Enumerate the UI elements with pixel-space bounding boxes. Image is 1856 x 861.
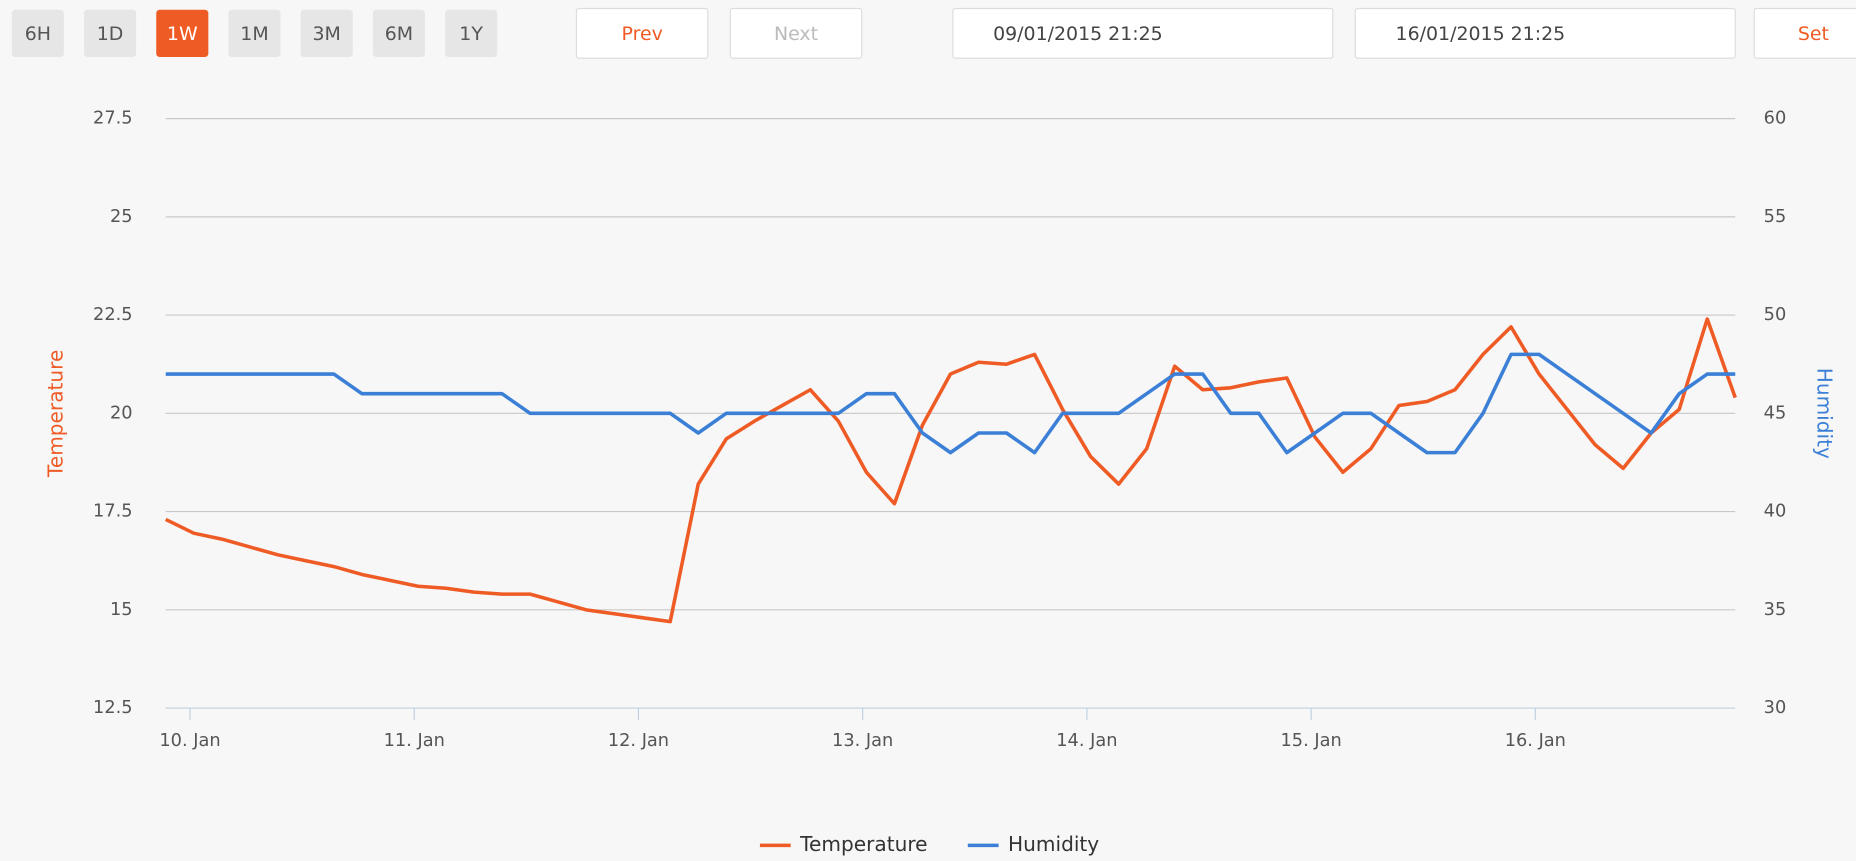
next-button-label[interactable]: Next bbox=[774, 23, 818, 45]
prev-button-label[interactable]: Prev bbox=[622, 23, 663, 45]
to-date[interactable] bbox=[1354, 7, 1736, 59]
series-line bbox=[165, 352, 1736, 455]
x-tick-label: 14. Jan bbox=[1056, 731, 1117, 751]
range-button[interactable] bbox=[445, 9, 498, 58]
x-tick-label: 11. Jan bbox=[384, 731, 445, 751]
y2-tick-label: 40 bbox=[1764, 502, 1787, 522]
y-tick-label: 20 bbox=[110, 403, 133, 423]
next-button[interactable] bbox=[729, 7, 863, 59]
y-tick-label: 15 bbox=[110, 600, 133, 620]
range-button-label[interactable]: 6M bbox=[385, 23, 413, 45]
y-tick-label: 27.5 bbox=[93, 109, 133, 129]
y2-tick-label: 35 bbox=[1764, 600, 1787, 620]
y2-tick-label: 50 bbox=[1764, 305, 1787, 325]
y2-tick-label: 60 bbox=[1764, 109, 1787, 129]
range-button-label[interactable]: 1W bbox=[167, 23, 198, 45]
y-tick-label: 22.5 bbox=[93, 305, 133, 325]
range-button-label[interactable]: 6H bbox=[25, 23, 51, 45]
range-button[interactable] bbox=[372, 9, 425, 58]
range-button[interactable] bbox=[300, 9, 353, 58]
range-button-label[interactable]: 1D bbox=[97, 23, 124, 45]
from-date[interactable] bbox=[952, 7, 1334, 59]
x-tick-label: 10. Jan bbox=[159, 731, 220, 751]
range-button[interactable] bbox=[84, 9, 137, 58]
from-date-label[interactable]: 09/01/2015 21:25 bbox=[993, 23, 1163, 45]
y-tick-label: 25 bbox=[110, 207, 133, 227]
legend-label[interactable]: Humidity bbox=[1008, 832, 1099, 856]
y-axis-title: Temperature bbox=[43, 350, 67, 478]
y2-tick-label: 45 bbox=[1764, 403, 1787, 423]
x-tick-label: 12. Jan bbox=[608, 731, 669, 751]
series-line bbox=[164, 317, 1737, 624]
set-button-label[interactable]: Set bbox=[1798, 23, 1829, 45]
x-tick-label: 13. Jan bbox=[832, 731, 893, 751]
y2-tick-label: 55 bbox=[1764, 207, 1787, 227]
range-button[interactable] bbox=[156, 9, 209, 58]
range-button-label[interactable]: 3M bbox=[313, 23, 341, 45]
range-button[interactable] bbox=[11, 9, 64, 58]
range-button[interactable] bbox=[228, 9, 281, 58]
x-tick-label: 16. Jan bbox=[1505, 731, 1566, 751]
y2-tick-label: 30 bbox=[1764, 698, 1787, 718]
y-tick-label: 17.5 bbox=[93, 502, 133, 522]
range-button-label[interactable]: 1Y bbox=[459, 23, 483, 45]
legend-label[interactable]: Temperature bbox=[799, 832, 927, 856]
x-tick-label: 15. Jan bbox=[1280, 731, 1341, 751]
range-button-label[interactable]: 1M bbox=[240, 23, 268, 45]
prev-button[interactable] bbox=[575, 7, 709, 59]
set-button[interactable] bbox=[1753, 7, 1856, 59]
y-tick-label: 12.5 bbox=[93, 698, 133, 718]
y2-axis-title: Humidity bbox=[1812, 368, 1836, 459]
to-date-label[interactable]: 16/01/2015 21:25 bbox=[1396, 23, 1566, 45]
